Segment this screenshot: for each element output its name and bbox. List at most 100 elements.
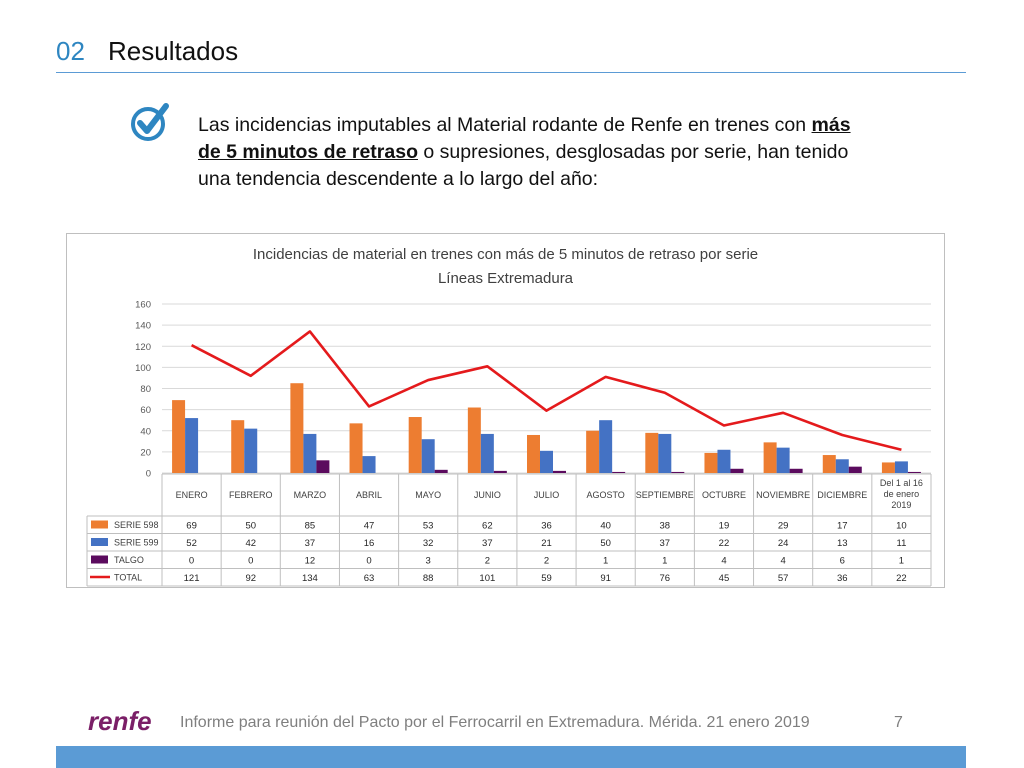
data-label: 4	[721, 556, 726, 567]
renfe-logo-text: renfe	[88, 706, 152, 736]
bar	[704, 452, 718, 473]
data-label: 4	[780, 556, 785, 567]
y-tick-label: 40	[140, 426, 151, 437]
bar	[586, 430, 600, 473]
x-tick-label: MAYO	[415, 490, 441, 500]
bar	[540, 450, 553, 473]
y-tick-label: 60	[140, 405, 151, 416]
bar	[421, 439, 435, 473]
bar	[848, 466, 862, 473]
x-tick-label: Del 1 al 16 de enero 2019	[880, 478, 923, 510]
bar	[172, 400, 186, 473]
data-label: 1	[899, 556, 904, 567]
bar	[730, 468, 744, 473]
section-title: Resultados	[108, 36, 239, 66]
bar	[408, 417, 422, 473]
data-label: 37	[482, 538, 493, 549]
data-label: 62	[482, 521, 493, 532]
bar	[185, 418, 199, 473]
chart-title: Incidencias de material en trenes con má…	[252, 246, 759, 263]
data-label: 63	[364, 573, 375, 584]
bar	[776, 447, 790, 473]
x-tick-label: OCTUBRE	[702, 490, 746, 500]
chart-subtitle: Líneas Extremadura	[437, 270, 574, 287]
x-tick-label: ABRIL	[356, 490, 382, 500]
data-label: 32	[423, 538, 434, 549]
data-label: 36	[837, 573, 848, 584]
legend-swatch	[91, 520, 108, 529]
data-label: 0	[366, 556, 371, 567]
intro-text-end: o supresiones, desglosadas por serie, ha…	[198, 141, 849, 190]
data-label: 24	[778, 538, 789, 549]
data-label: 6	[840, 556, 845, 567]
bar	[881, 462, 895, 473]
footer-bar	[56, 746, 966, 768]
renfe-logo: renfe	[88, 706, 152, 736]
data-label: 121	[184, 573, 200, 584]
bar	[894, 461, 908, 473]
intro-text-start: Las incidencias imputables al Material r…	[198, 114, 812, 136]
data-label: 76	[660, 573, 671, 584]
chart-container: Incidencias de material en trenes con má…	[66, 233, 945, 588]
x-tick-label: JUNIO	[474, 490, 501, 500]
data-label: 88	[423, 573, 434, 584]
bar	[303, 433, 317, 473]
data-label: 52	[186, 538, 197, 549]
data-label: 29	[778, 521, 789, 532]
bar	[671, 471, 685, 473]
data-label: 13	[837, 538, 848, 549]
bar	[316, 460, 330, 473]
data-label: 53	[423, 521, 434, 532]
section-number: 02	[56, 36, 85, 66]
y-tick-label: 140	[135, 321, 151, 332]
data-label: 69	[186, 521, 197, 532]
bar	[244, 428, 258, 473]
y-tick-label: 20	[140, 447, 151, 458]
data-label: 47	[364, 521, 375, 532]
bar	[599, 420, 613, 473]
bar	[362, 456, 376, 473]
data-label: 22	[719, 538, 730, 549]
bar	[763, 442, 777, 473]
y-tick-label: 0	[146, 469, 151, 480]
x-tick-label: JULIO	[534, 490, 560, 500]
page-number: 7	[894, 714, 903, 731]
bar	[789, 468, 803, 473]
data-label: 91	[600, 573, 611, 584]
bar	[645, 432, 659, 473]
x-tick-label: MARZO	[294, 490, 327, 500]
data-label: 2	[544, 556, 549, 567]
bar	[717, 449, 731, 473]
data-label: 36	[541, 521, 552, 532]
total-line	[190, 330, 902, 452]
x-tick-label: FEBRERO	[229, 490, 273, 500]
x-tick-label: NOVIEMBRE	[756, 490, 810, 500]
legend-swatch	[91, 538, 108, 546]
data-label: 2	[485, 556, 490, 567]
footer-text: Informe para reunión del Pacto por el Fe…	[180, 714, 810, 731]
bar	[612, 471, 626, 473]
data-label: 22	[896, 573, 907, 584]
legend-label: TALGO	[114, 555, 144, 565]
data-label: 16	[364, 538, 375, 549]
data-label: 37	[305, 538, 316, 549]
slide-header: 02 Resultados	[56, 34, 966, 73]
data-label: 0	[189, 556, 194, 567]
bar	[835, 459, 849, 473]
bar	[434, 469, 448, 473]
data-label: 134	[302, 573, 318, 584]
legend-label: TOTAL	[114, 573, 142, 583]
legend-label: SERIE 598	[114, 520, 159, 530]
y-tick-label: 120	[135, 342, 151, 353]
bar	[493, 470, 507, 473]
data-label: 0	[248, 556, 253, 567]
data-label: 59	[541, 573, 552, 584]
y-tick-label: 80	[140, 384, 151, 395]
bar	[231, 420, 245, 473]
data-label: 50	[600, 538, 611, 549]
bar	[822, 455, 836, 473]
data-label: 21	[541, 538, 552, 549]
y-tick-label: 100	[135, 363, 151, 374]
x-tick-label: DICIEMBRE	[817, 490, 867, 500]
intro-text-highlight: más de 5 minutos de retraso	[198, 114, 851, 163]
